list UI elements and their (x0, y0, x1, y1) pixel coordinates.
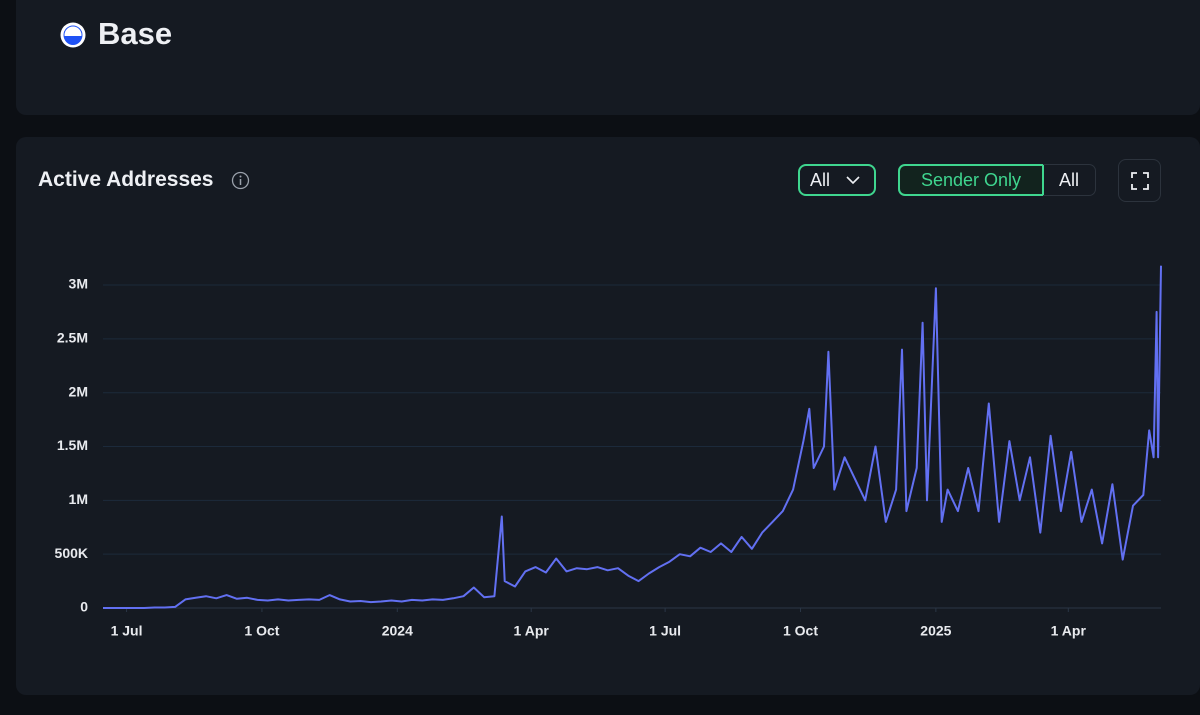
y-tick-label: 3M (69, 276, 88, 292)
y-tick-label: 0 (80, 599, 88, 615)
data-line (103, 265, 1162, 609)
y-tick-label: 1.5M (57, 437, 88, 453)
expand-button[interactable] (1118, 159, 1161, 202)
base-logo (60, 22, 86, 48)
y-tick-label: 2M (69, 383, 88, 399)
expand-icon (1130, 171, 1149, 190)
x-tick-label: 1 Apr (1051, 623, 1087, 639)
dropdown-label: All (810, 169, 831, 190)
x-tick-label: 1 Oct (783, 623, 818, 639)
network-title: Base (98, 16, 173, 51)
chart-card (16, 137, 1200, 695)
x-tick-label: 2025 (920, 623, 951, 639)
chevron (846, 175, 860, 184)
y-tick-label: 2.5M (57, 330, 88, 346)
y-tick-label: 500K (55, 545, 88, 561)
toggle-option[interactable]: All (1043, 164, 1096, 196)
x-tick-label: 1 Jul (649, 623, 681, 639)
y-tick-label: 1M (69, 491, 88, 507)
toggle-option[interactable]: Sender Only (898, 164, 1044, 196)
x-tick-label: 1 Jul (111, 623, 143, 639)
info-icon[interactable] (231, 171, 250, 190)
x-tick-label: 2024 (382, 623, 413, 639)
dropdown[interactable]: All (798, 164, 876, 196)
chart-title: Active Addresses (38, 168, 214, 191)
x-tick-label: 1 Oct (244, 623, 279, 639)
header-card (16, 0, 1200, 115)
x-tick-label: 1 Apr (514, 623, 550, 639)
